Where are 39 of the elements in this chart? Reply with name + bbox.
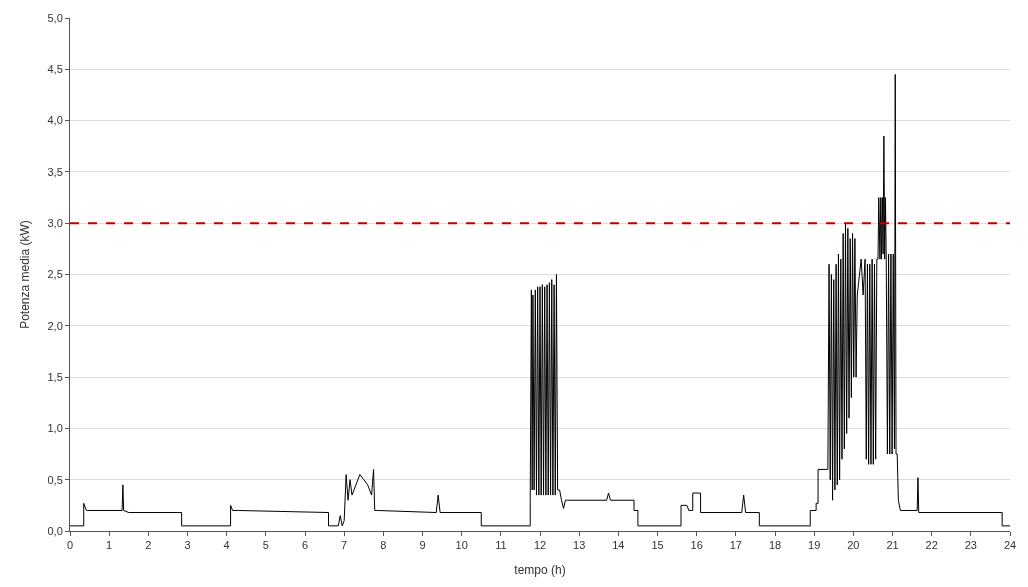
x-tick-label: 10 (455, 539, 468, 552)
x-tick-label: 14 (612, 539, 625, 552)
line-series (70, 73, 1010, 527)
x-tick-label: 7 (341, 539, 348, 552)
y-tick-label: 3,0 (47, 217, 63, 230)
y-tick-label: 1,5 (47, 370, 63, 383)
x-tick-label: 0 (66, 539, 74, 552)
x-tick-label: 9 (419, 539, 426, 552)
x-tick-label: 21 (886, 539, 899, 552)
x-tick-label: 17 (729, 539, 742, 552)
x-tick-label: 8 (380, 539, 387, 552)
x-tick-label: 16 (690, 539, 703, 552)
x-tick-label: 2 (145, 539, 152, 552)
y-tick-label: 2,0 (47, 319, 63, 332)
y-tick-label: 4,5 (47, 63, 63, 76)
x-tick-label: 22 (925, 539, 938, 552)
x-tick-label: 4 (223, 539, 230, 552)
y-tick-label: 5,0 (47, 11, 63, 24)
x-tick-label: 23 (964, 539, 977, 552)
x-tick-label: 1 (106, 539, 113, 552)
y-tick-label: 3,5 (47, 165, 63, 178)
x-tick-label: 11 (495, 539, 507, 552)
x-tick-label: 13 (573, 539, 586, 552)
y-tick-label: 1,0 (47, 422, 63, 435)
x-tick-label: 24 (1003, 539, 1017, 552)
x-tick-label: 19 (808, 539, 821, 552)
x-axis-title: tempo (h) (514, 563, 566, 578)
x-tick-label: 3 (184, 539, 191, 552)
y-tick-label: 2,5 (47, 268, 63, 281)
y-tick-label: 0,5 (47, 473, 63, 486)
y-tick-label: 4,0 (47, 114, 63, 127)
x-tick-label: 15 (651, 539, 664, 552)
x-tick-label: 6 (301, 539, 309, 552)
y-axis-title: Potenza media (kW) (17, 220, 32, 329)
x-tick-label: 12 (533, 539, 547, 552)
x-tick-label: 5 (262, 539, 269, 552)
y-tick-label: 0,0 (47, 524, 63, 537)
x-tick-label: 18 (768, 539, 782, 552)
x-tick-label: 20 (847, 539, 860, 552)
